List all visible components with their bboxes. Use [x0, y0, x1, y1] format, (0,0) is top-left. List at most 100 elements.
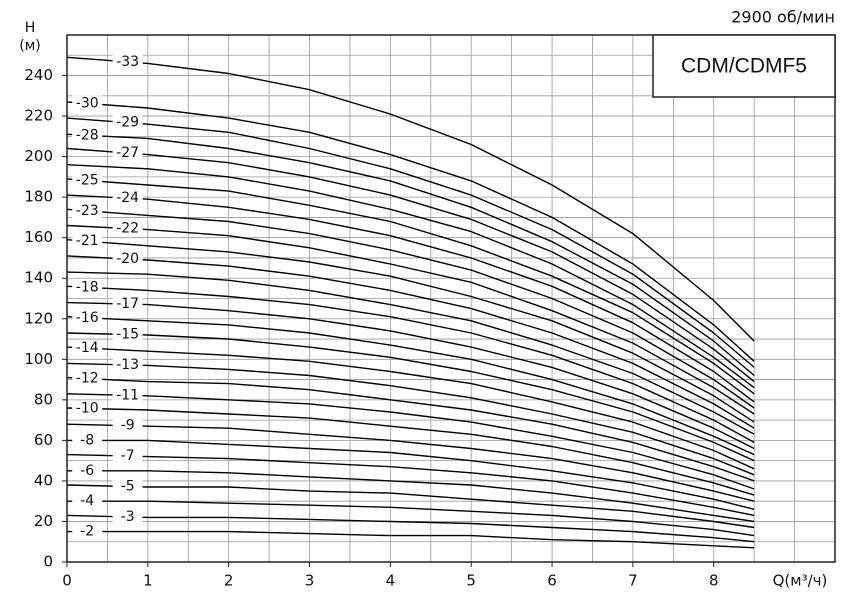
title-box	[652, 34, 836, 98]
x-tick-label: 2	[224, 572, 234, 590]
y-tick-label: 200	[24, 147, 53, 165]
pump-curve	[66, 239, 755, 423]
pump-curve	[66, 164, 755, 389]
label-bg	[112, 53, 143, 70]
pump-curve	[66, 316, 755, 456]
pump-curve	[66, 285, 755, 444]
label-bg	[72, 127, 103, 144]
y-tick-label: 220	[24, 107, 53, 125]
curve-label: -2	[80, 524, 94, 540]
x-tick-label: 4	[386, 572, 396, 590]
curve-label: -30	[76, 95, 99, 111]
curve-label: -4	[80, 493, 94, 509]
label-bg	[72, 340, 103, 357]
y-tick-label: 0	[43, 553, 53, 571]
pump-curve	[66, 332, 755, 462]
label-bg	[72, 370, 103, 387]
pump-curve	[66, 362, 755, 476]
pump-curve	[66, 407, 755, 496]
curve-label: -25	[76, 172, 99, 188]
curve-label: -13	[116, 357, 139, 373]
pump-curve	[66, 194, 755, 403]
y-axis-label: H	[25, 20, 36, 36]
curve-label: -6	[80, 463, 94, 479]
y-tick-label: 100	[24, 350, 53, 368]
label-bg	[72, 432, 103, 449]
pump-curve	[67, 470, 755, 523]
y-tick-label: 160	[24, 228, 53, 246]
label-bg	[112, 478, 143, 495]
pump-curve	[66, 346, 755, 470]
label-bg	[72, 400, 103, 417]
curve-label: -3	[121, 509, 135, 525]
curve-label: -23	[76, 203, 99, 219]
curve-label: -10	[76, 400, 99, 416]
label-bg	[112, 508, 143, 525]
curve-label: -18	[76, 279, 99, 295]
pump-curve	[66, 453, 755, 517]
y-tick-label: 40	[34, 471, 53, 489]
pump-curve	[66, 393, 755, 490]
y-tick-label: 20	[34, 512, 53, 530]
pump-curve	[66, 56, 755, 342]
y-axis-unit: (м)	[19, 38, 41, 54]
label-bg	[112, 417, 143, 434]
y-tick-label: 60	[34, 431, 53, 449]
curve-label: -24	[116, 190, 139, 206]
pump-curve	[66, 514, 755, 543]
pump-curve	[66, 301, 755, 450]
label-bg	[72, 462, 103, 479]
curve-label: -9	[121, 418, 135, 434]
curve-label: -16	[76, 310, 99, 326]
y-tick-label: 240	[24, 66, 53, 84]
label-bg	[72, 233, 103, 250]
y-tick-label: 80	[34, 390, 53, 408]
curve-label: -22	[116, 221, 139, 237]
y-tick-label: 180	[24, 188, 53, 206]
x-tick-label: 5	[466, 572, 476, 590]
labels: -2 -3 -4 -5 -6 -7 -8 -9 -10 -11 -12 -13 -14 -15 -16 -17…	[72, 53, 143, 540]
x-axis-label: Q(м³/ч)	[773, 572, 828, 590]
pump-curve	[66, 224, 755, 415]
label-bg	[112, 145, 143, 162]
label-bg	[72, 309, 103, 326]
pump-curve	[67, 439, 755, 510]
pump-curve	[66, 117, 755, 368]
x-tick-label: 0	[62, 572, 72, 590]
pump-curve	[67, 500, 755, 537]
curve-label: -14	[76, 340, 99, 356]
x-tick-label: 1	[143, 572, 153, 590]
pump-curve	[66, 101, 755, 362]
pump-curve	[66, 178, 755, 395]
curve-label: -17	[116, 296, 139, 312]
curve-label: -21	[76, 233, 99, 249]
pump-curve	[66, 423, 755, 502]
label-bg	[112, 220, 143, 237]
curve-label: -11	[116, 387, 139, 403]
pump-curve	[66, 271, 755, 435]
label-bg	[112, 387, 143, 404]
curve-label: -8	[80, 432, 94, 448]
plot-frame	[66, 34, 836, 563]
curve-label: -7	[121, 448, 135, 464]
y-tick-label: 120	[24, 309, 53, 327]
curve-label: -33	[116, 54, 139, 70]
label-bg	[72, 493, 103, 510]
curves	[66, 56, 755, 549]
label-bg	[112, 190, 143, 207]
label-bg	[112, 356, 143, 373]
curve-label: -28	[76, 127, 99, 143]
pump-curve	[66, 376, 755, 482]
label-bg	[72, 172, 103, 189]
chart-title: CDM/CDMF5	[681, 55, 807, 78]
curve-label: -5	[121, 478, 135, 494]
curve-label: -29	[116, 115, 139, 131]
curve-label: -20	[116, 251, 139, 267]
pump-curve	[67, 530, 755, 549]
curve-label: -12	[76, 371, 99, 387]
pump-curve	[66, 147, 755, 383]
x-tick-label: 7	[628, 572, 638, 590]
